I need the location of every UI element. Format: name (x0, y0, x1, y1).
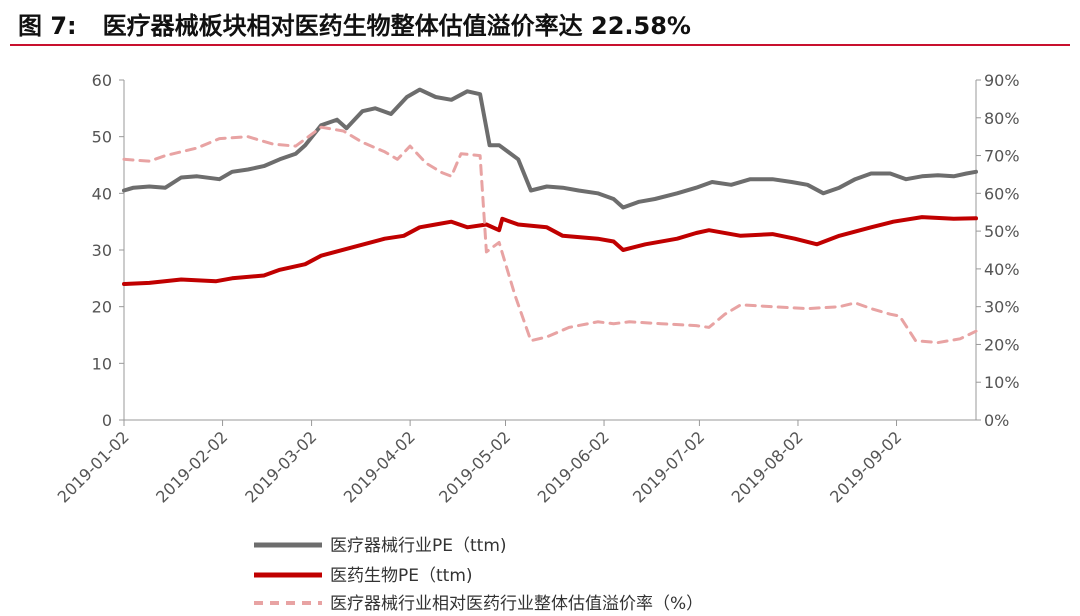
x-tick-label: 2019-05-02 (435, 427, 514, 506)
legend-item-pharma-pe: 医药生物PE（ttm) (254, 566, 473, 586)
x-tick-label: 2019-01-02 (54, 427, 133, 506)
legend-label: 医疗器械行业PE（ttm) (330, 536, 507, 556)
figure-title-text: 医疗器械板块相对医药生物整体估值溢价率达 22.58% (102, 12, 691, 40)
x-tick-label: 2019-09-02 (826, 427, 905, 506)
legend-label: 医药生物PE（ttm) (330, 566, 473, 586)
y-right-tick-label: 0% (984, 411, 1009, 430)
y-right-tick-label: 80% (984, 109, 1020, 128)
legend-item-device-pe: 医疗器械行业PE（ttm) (254, 536, 507, 556)
figure-number: 图 7: (18, 12, 77, 40)
x-tick-label: 2019-06-02 (534, 427, 613, 506)
series-line-premium-rate (122, 125, 978, 345)
x-tick-label: 2019-02-02 (152, 427, 231, 506)
y-left-tick-label: 50 (92, 128, 112, 147)
y-left-tick-label: 10 (92, 354, 112, 373)
y-right-tick-label: 40% (984, 260, 1020, 279)
chart-legend: 医疗器械行业PE（ttm) 医药生物PE（ttm) 医疗器械行业相对医药行业整体估值… (254, 536, 703, 614)
legend-label: 医疗器械行业相对医药行业整体估值溢价率（%） (330, 594, 703, 614)
chart-axes: 0 10 20 30 40 50 60 0% 10% 20% 30% 40% 50% 60% 70% 80% 9… (54, 71, 1020, 507)
title-rule (10, 44, 1070, 46)
y-right-tick-label: 90% (984, 71, 1020, 90)
legend-item-premium-rate: 医疗器械行业相对医药行业整体估值溢价率（%） (254, 594, 703, 614)
y-right-tick-label: 60% (984, 184, 1020, 203)
y-left-tick-label: 20 (92, 298, 112, 317)
x-tick-label: 2019-07-02 (629, 427, 708, 506)
figure-title: 图 7: 医疗器械板块相对医药生物整体估值溢价率达 22.58% (18, 6, 691, 41)
x-tick-label: 2019-04-02 (340, 427, 419, 506)
x-tick-label: 2019-03-02 (241, 427, 320, 506)
y-left-tick-label: 60 (92, 71, 112, 90)
y-right-tick-label: 20% (984, 335, 1020, 354)
y-right-tick-label: 70% (984, 147, 1020, 166)
series-line-device-pe (122, 87, 978, 210)
series-line-pharma-pe (122, 215, 978, 286)
y-left-tick-label: 40 (92, 184, 112, 203)
y-left-tick-label: 30 (92, 241, 112, 260)
y-right-tick-label: 10% (984, 373, 1020, 392)
chart-series (122, 87, 978, 345)
x-tick-label: 2019-08-02 (728, 427, 807, 506)
y-right-tick-label: 30% (984, 298, 1020, 317)
y-left-tick-label: 0 (102, 411, 112, 430)
y-right-tick-label: 50% (984, 222, 1020, 241)
